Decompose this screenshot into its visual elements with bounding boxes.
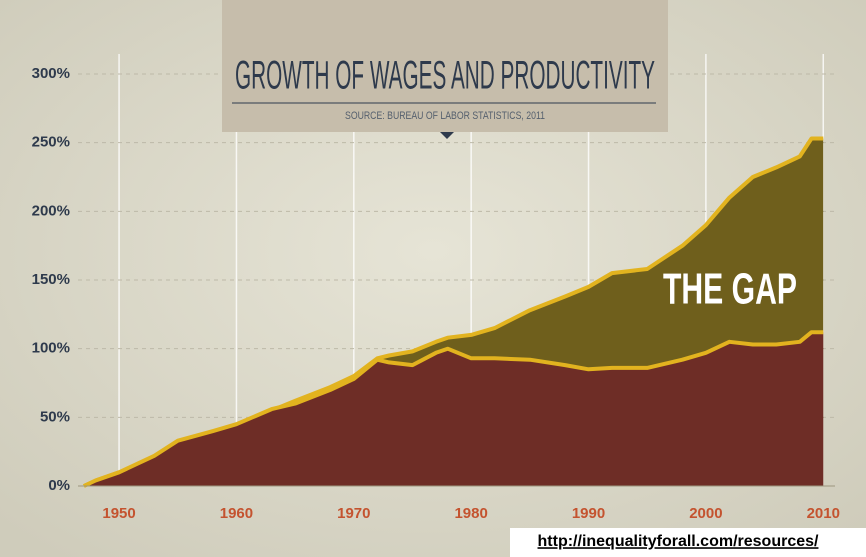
title-box <box>222 0 668 132</box>
y-tick-label: 300% <box>32 65 70 82</box>
x-tick-label: 2000 <box>689 505 722 522</box>
subtitle: SOURCE: BUREAU OF LABOR STATISTICS, 2011 <box>345 110 545 122</box>
pointer <box>440 132 454 139</box>
x-tick-label: 2010 <box>807 505 840 522</box>
source-url: http://inequalityforall.com/resources/ <box>538 533 820 550</box>
x-tick-label: 1990 <box>572 505 605 522</box>
y-tick-label: 0% <box>48 477 70 494</box>
y-tick-label: 250% <box>32 134 70 151</box>
y-tick-label: 100% <box>32 340 70 357</box>
area <box>83 332 824 486</box>
x-tick-label: 1950 <box>102 505 135 522</box>
annotation: THE GAP <box>663 265 797 314</box>
url-box <box>510 528 866 557</box>
x-tick-label: 1960 <box>220 505 253 522</box>
y-tick-label: 200% <box>32 202 70 219</box>
x-tick-label: 1970 <box>337 505 370 522</box>
chart-title: GROWTH OF WAGES AND PRODUCTIVITY <box>235 54 655 98</box>
area-line <box>83 330 824 488</box>
y-tick-label: 50% <box>40 408 70 425</box>
y-tick-label: 150% <box>32 271 70 288</box>
x-tick-label: 1980 <box>454 505 487 522</box>
